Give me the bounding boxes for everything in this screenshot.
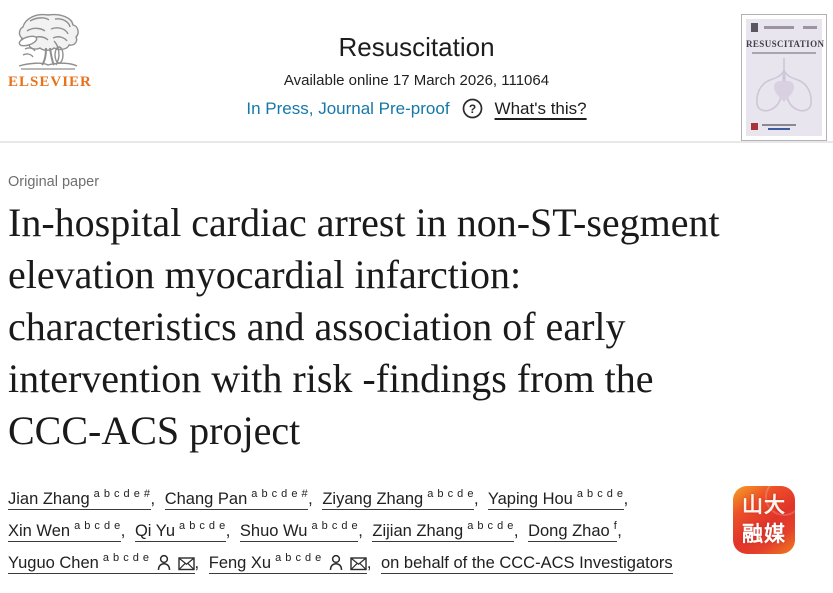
inpress-row: In Press, Journal Pre-proof ? What's thi… [177, 98, 657, 119]
svg-text:?: ? [468, 102, 475, 116]
question-circle-icon[interactable]: ? [462, 98, 483, 119]
author-link[interactable]: Ziyang Zhang a b c d e [322, 488, 474, 510]
author-name: Feng Xu [208, 554, 272, 572]
author-line-3: Yuguo Chen a b c d e, Feng Xu a b c d e, o… [8, 548, 825, 581]
author-separator: , [473, 490, 479, 508]
cover-top-strip [750, 23, 818, 32]
shanda-media-logo: 山大 融媒 [733, 486, 795, 554]
cover-erc-logo [751, 23, 758, 32]
email-envelope-icon[interactable] [177, 551, 195, 581]
author-separator: , [358, 522, 363, 540]
author-line-1: Jian Zhang a b c d e #, Chang Pan a b c d … [8, 484, 825, 516]
elsevier-tree-icon [8, 11, 88, 73]
author-separator: , [617, 522, 622, 540]
author-separator: , [120, 522, 126, 540]
author-affiliations: a b c d e [576, 488, 624, 500]
author-affiliations: a b c d e [74, 520, 121, 532]
author-separator: , [308, 490, 313, 508]
availability-text: Available online 17 March 2026, 111064 [283, 72, 550, 89]
title-line: characteristics and association of early [8, 304, 626, 349]
author-link[interactable]: Yuguo Chen a b c d e [8, 552, 195, 574]
author-affiliations: a b c d e # [251, 488, 309, 500]
author-line-2: Xin Wen a b c d e, Qi Yu a b c d e, Shuo W… [8, 516, 825, 548]
author-affiliations: a b c d e [467, 520, 514, 532]
author-separator: , [194, 554, 200, 572]
media-logo-text-2: 融媒 [742, 523, 786, 546]
email-envelope-icon[interactable] [350, 551, 367, 581]
elsevier-wordmark: ELSEVIER [8, 74, 92, 90]
author-name: Ziyang Zhang [322, 490, 424, 508]
author-separator: , [150, 490, 156, 508]
media-logo-text-1: 山大 [742, 494, 786, 517]
group-authorship-link[interactable]: on behalf of the CCC-ACS Investigators [381, 554, 673, 574]
journal-info: Resuscitation Available online 17 March … [177, 32, 657, 119]
author-name: Yuguo Chen [8, 554, 99, 572]
author-list: Jian Zhang a b c d e #, Chang Pan a b c d … [8, 484, 825, 581]
cover-issn-text [803, 26, 817, 29]
journal-cover-art: RESUSCITATION [746, 19, 825, 136]
cover-volume-text [764, 26, 794, 29]
author-link[interactable]: Shuo Wu a b c d e [239, 520, 359, 542]
title-line: CCC-ACS project [8, 408, 301, 453]
journal-header: ELSEVIER Resuscitation Available online … [0, 0, 833, 143]
author-name: Jian Zhang [8, 490, 90, 508]
author-affiliations: a b c d e [427, 488, 474, 500]
cover-subtitle-line [752, 52, 816, 54]
author-separator: , [366, 554, 372, 572]
author-link[interactable]: Xin Wen a b c d e [8, 520, 121, 542]
author-link[interactable]: Qi Yu a b c d e [134, 520, 226, 542]
author-affiliations: a b c d e [275, 552, 322, 564]
author-link[interactable]: Jian Zhang a b c d e # [8, 488, 151, 510]
author-affiliations: a b c d e [179, 520, 226, 532]
author-name: Xin Wen [8, 522, 71, 540]
author-affiliations: a b c d e # [93, 488, 151, 500]
article-head: Original paper In-hospital cardiac arres… [0, 174, 833, 581]
title-line: elevation myocardial infarction: [8, 252, 522, 297]
author-separator: , [225, 522, 231, 540]
author-link[interactable]: Chang Pan a b c d e # [164, 488, 309, 510]
author-affiliations: f [613, 520, 618, 532]
lungs-heart-icon [752, 56, 816, 119]
journal-title-link[interactable]: Resuscitation [338, 32, 495, 62]
in-press-link[interactable]: In Press, Journal Pre-proof [246, 98, 450, 118]
cover-publisher-logo [751, 123, 758, 130]
author-name: Dong Zhao [528, 522, 610, 540]
author-link[interactable]: Zijian Zhang a b c d e [372, 520, 514, 542]
cover-bottom-strip [750, 123, 818, 132]
author-separator: , [513, 522, 519, 540]
whats-this-link[interactable]: What's this? [494, 98, 587, 118]
author-name: Chang Pan [164, 490, 248, 508]
author-name: Yaping Hou [487, 490, 573, 508]
author-affiliations: a b c d e [102, 552, 150, 564]
author-link[interactable]: Yaping Hou a b c d e [487, 488, 624, 510]
cover-journal-title: RESUSCITATION [746, 39, 825, 49]
article-category: Original paper [8, 174, 100, 190]
journal-cover-thumbnail[interactable]: RESUSCITATION [741, 14, 827, 141]
title-line: In-hospital cardiac arrest in non-ST-seg… [8, 200, 720, 245]
corresponding-author-icon[interactable] [157, 551, 171, 581]
author-name: Zijian Zhang [372, 522, 464, 540]
cover-footer-text [762, 124, 796, 126]
author-separator: , [623, 490, 629, 508]
cover-footer-link [768, 128, 790, 130]
elsevier-logo[interactable]: ELSEVIER [8, 11, 92, 91]
author-link[interactable]: Feng Xu a b c d e [208, 552, 367, 574]
author-affiliations: a b c d e [311, 520, 359, 532]
title-line: intervention with risk -findings from th… [8, 356, 654, 401]
author-link[interactable]: Dong Zhao f [528, 520, 618, 542]
article-title: In-hospital cardiac arrest in non-ST-seg… [8, 197, 825, 457]
corresponding-author-icon[interactable] [329, 551, 343, 581]
author-name: Shuo Wu [239, 522, 308, 540]
author-name: Qi Yu [134, 522, 176, 540]
